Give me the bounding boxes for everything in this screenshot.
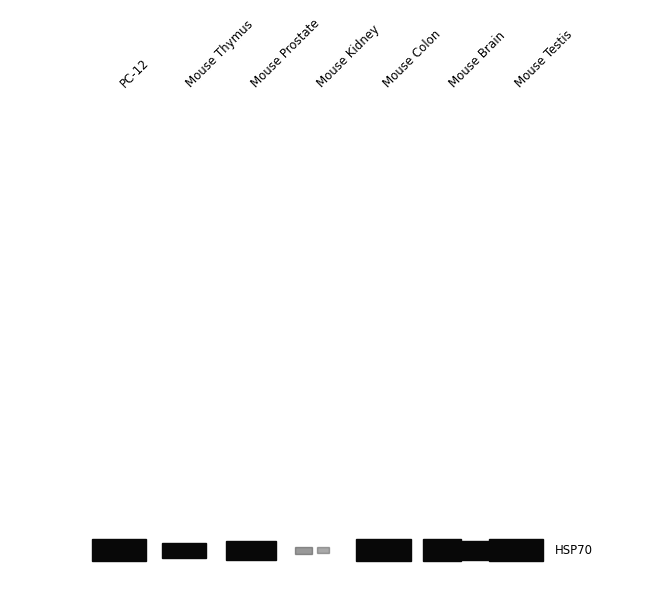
Text: PC-12: PC-12 bbox=[118, 56, 151, 90]
Bar bbox=[226, 541, 276, 560]
Bar bbox=[92, 539, 146, 561]
Bar bbox=[489, 539, 543, 561]
Bar bbox=[458, 540, 490, 560]
Bar bbox=[356, 539, 411, 561]
Text: HSP70: HSP70 bbox=[555, 544, 593, 557]
Text: Mouse Testis: Mouse Testis bbox=[513, 28, 575, 90]
Bar bbox=[162, 543, 207, 558]
Text: Mouse Prostate: Mouse Prostate bbox=[250, 16, 322, 90]
Bar bbox=[317, 548, 329, 553]
Text: Mouse Thymus: Mouse Thymus bbox=[183, 17, 255, 90]
Bar bbox=[422, 539, 461, 561]
Text: Mouse Kidney: Mouse Kidney bbox=[315, 22, 382, 90]
Text: Mouse Brain: Mouse Brain bbox=[447, 29, 508, 90]
Text: Mouse Colon: Mouse Colon bbox=[381, 27, 443, 90]
Bar bbox=[295, 547, 312, 554]
